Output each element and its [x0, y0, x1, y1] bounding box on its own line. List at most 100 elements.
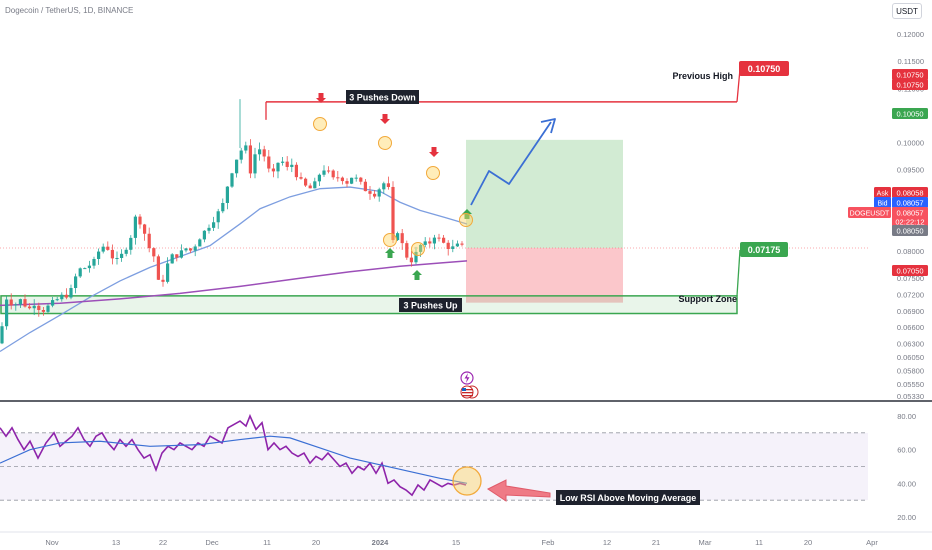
candle-body	[5, 299, 9, 327]
annotations: Previous High 0.10750 3 Pushes Down 3 Pu…	[346, 61, 789, 505]
rsi-indicator	[0, 413, 468, 497]
candle-body	[414, 251, 418, 263]
candle-body	[239, 150, 243, 160]
candle-body	[377, 189, 381, 197]
time-tick-label: Feb	[542, 538, 555, 547]
candle-body	[350, 177, 354, 184]
candle-body	[212, 222, 216, 228]
target-zone[interactable]	[466, 139, 623, 248]
candle-body	[221, 203, 225, 212]
price-tick-label: 0.10000	[897, 139, 924, 148]
candle-body	[124, 249, 128, 254]
candle-body	[345, 181, 349, 184]
flag-stripes-2	[462, 392, 473, 394]
previous-high-value: 0.10750	[748, 64, 781, 74]
rsi-tick-label: 80.00	[897, 412, 916, 421]
candle-body	[152, 248, 156, 257]
rsi-pointer-arrow	[487, 479, 551, 502]
rsi-tick-label: 20.00	[897, 513, 916, 522]
projection-path[interactable]	[470, 121, 552, 206]
price-tick-label: 0.09500	[897, 166, 924, 175]
candle-body	[460, 243, 464, 245]
highlight-circle	[313, 117, 327, 131]
candle-body	[46, 305, 50, 312]
time-tick-label: Dec	[205, 538, 219, 547]
highlight-circle	[383, 233, 397, 247]
candle-body	[363, 181, 367, 192]
ask-tag	[874, 187, 891, 198]
candle-body	[106, 246, 110, 250]
previous-high-badge	[739, 61, 789, 76]
candle-body	[340, 177, 344, 182]
candle-body	[87, 265, 91, 269]
time-tick-label: 20	[312, 538, 320, 547]
candle-body	[69, 288, 73, 298]
candle-body	[368, 191, 372, 194]
candle-body	[396, 233, 400, 241]
price-tick-label: 0.06300	[897, 339, 924, 348]
price-tick-label: 0.08000	[897, 247, 924, 256]
candle-body	[432, 237, 436, 244]
candle-body	[276, 162, 280, 172]
stop-zone[interactable]	[466, 247, 623, 303]
candle-body	[455, 243, 459, 247]
candle-body	[428, 241, 432, 244]
support-badge-text: 0.07050	[896, 267, 923, 276]
candle-body	[115, 257, 119, 259]
price-tick-label: 0.06050	[897, 353, 924, 362]
time-axis: Nov 13 22 Dec 11 20 2024 15 Feb 12 21 Mar 11 20 Apr	[45, 538, 878, 547]
candle-body	[308, 185, 312, 189]
time-tick-label: 11	[263, 538, 271, 547]
candle-body	[37, 305, 41, 311]
candle-body	[138, 216, 142, 225]
time-tick-label: Apr	[866, 538, 878, 547]
stop-badge-text: 0.08050	[896, 227, 923, 236]
last-price-badge	[892, 207, 928, 218]
candle-body	[271, 168, 275, 172]
candle-body	[74, 276, 78, 289]
rsi-highlight	[452, 466, 551, 502]
candle-body	[382, 183, 386, 190]
time-tick-label: 11	[755, 538, 763, 547]
rsi-scale-ticks: 80.00 60.00 40.00 20.00	[897, 412, 916, 522]
candle-body	[189, 248, 193, 251]
flag-stripes-3	[462, 395, 473, 397]
ma-short-line	[0, 186, 468, 353]
candle-body	[143, 224, 147, 234]
up-arrow-icon	[385, 248, 395, 258]
last-price-badge-text: 0.08057	[896, 209, 923, 218]
price-tick-label: 0.05550	[897, 380, 924, 389]
candle-body	[405, 243, 409, 258]
time-tick-label: 15	[452, 538, 460, 547]
candle-body	[354, 177, 358, 179]
up-arrow-icon	[412, 270, 422, 280]
time-tick-label: 20	[804, 538, 812, 547]
flag-canton	[462, 388, 466, 391]
pushes-down-box	[346, 90, 419, 104]
support-zone[interactable]	[0, 249, 741, 315]
candle-body	[336, 177, 340, 179]
candle-body	[101, 246, 105, 252]
long-position-tool[interactable]	[0, 139, 868, 303]
candles	[0, 99, 464, 345]
candle-body	[110, 249, 114, 259]
candle-body	[331, 170, 335, 178]
chart-title: Dogecoin / TetherUS, 1D, BINANCE	[5, 6, 134, 15]
candle-body	[391, 186, 395, 241]
lightning-glyph	[464, 373, 470, 383]
push-markers	[313, 93, 473, 280]
event-icons[interactable]	[460, 371, 479, 399]
candle-body	[60, 294, 64, 300]
candle-body	[442, 237, 446, 243]
currency-button[interactable]: USDT	[892, 3, 922, 19]
candle-body	[97, 251, 101, 259]
candle-body	[83, 268, 87, 270]
candle-body	[386, 183, 390, 187]
candle-body	[92, 258, 96, 266]
candle-body	[133, 216, 137, 238]
bid-tag	[874, 197, 891, 208]
support-zone-box[interactable]	[0, 295, 738, 315]
projection-arrow[interactable]	[470, 118, 556, 206]
time-tick-label: 2024	[372, 538, 390, 547]
